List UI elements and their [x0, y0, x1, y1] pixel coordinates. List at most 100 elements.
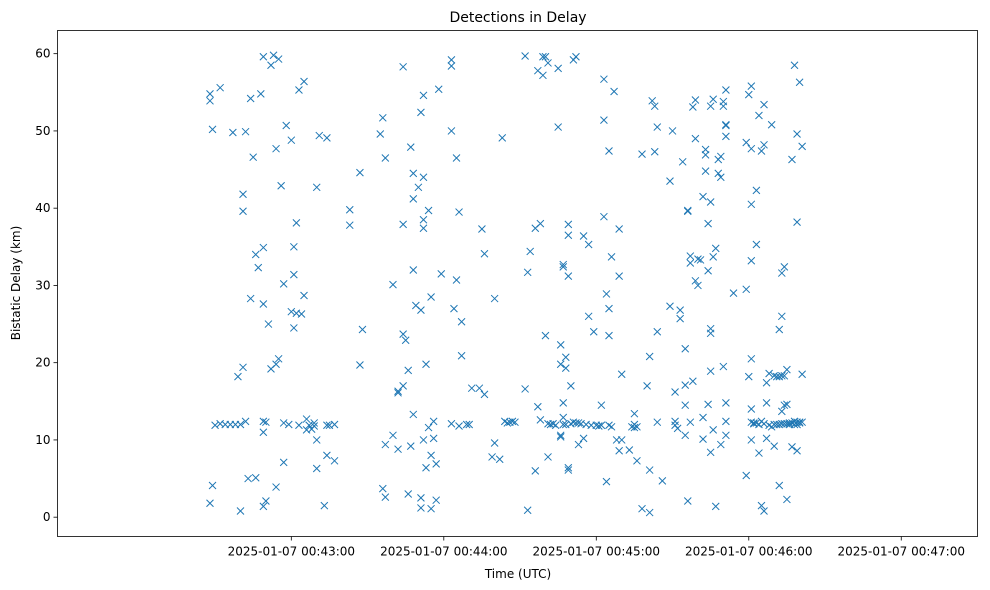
data-point	[645, 352, 654, 361]
data-point	[699, 435, 707, 444]
data-point	[414, 183, 423, 192]
data-point	[536, 415, 545, 424]
data-point	[706, 448, 715, 457]
data-point	[742, 285, 751, 294]
data-point	[345, 221, 354, 230]
data-point	[503, 419, 512, 427]
data-point	[673, 424, 682, 433]
data-point	[747, 256, 756, 265]
data-point	[450, 304, 458, 313]
data-point	[409, 410, 418, 419]
data-point	[427, 293, 435, 301]
data-point	[544, 59, 552, 67]
data-point	[409, 169, 418, 178]
data-point	[427, 451, 435, 460]
data-point	[594, 422, 603, 430]
data-point	[259, 300, 268, 308]
data-point	[455, 422, 463, 430]
data-point	[744, 372, 753, 381]
data-point	[676, 314, 685, 323]
data-point	[206, 89, 214, 98]
data-point	[256, 89, 265, 98]
data-point	[447, 62, 456, 70]
data-point	[600, 116, 608, 124]
data-point	[544, 453, 552, 461]
data-point	[709, 252, 718, 261]
data-point	[780, 401, 789, 410]
data-point	[211, 421, 219, 430]
data-point	[551, 421, 560, 430]
data-point	[780, 371, 789, 380]
data-point	[381, 440, 390, 449]
data-point	[671, 417, 679, 426]
data-point	[480, 390, 489, 399]
data-point	[312, 183, 321, 192]
data-point	[399, 382, 407, 390]
data-point	[666, 302, 674, 311]
data-point	[282, 121, 291, 130]
data-point	[678, 157, 687, 166]
data-point	[775, 481, 784, 490]
data-point	[447, 56, 456, 64]
data-point	[602, 477, 611, 486]
data-point	[358, 325, 367, 334]
data-point	[419, 436, 428, 444]
data-point	[650, 147, 659, 156]
data-point	[564, 466, 573, 474]
data-point	[686, 418, 695, 427]
plot-frame	[57, 30, 978, 537]
data-point	[605, 421, 613, 430]
data-point	[559, 263, 568, 271]
data-point	[279, 419, 288, 427]
data-point	[419, 91, 428, 100]
data-point	[239, 190, 247, 199]
data-point	[310, 422, 319, 430]
data-point	[399, 220, 407, 229]
data-point	[722, 121, 730, 130]
data-point	[653, 418, 662, 427]
data-point	[422, 463, 430, 472]
data-point	[432, 496, 441, 505]
data-point	[208, 481, 217, 490]
data-point	[689, 377, 697, 386]
data-point	[541, 331, 550, 340]
data-point	[683, 497, 692, 505]
data-point	[722, 132, 730, 141]
data-point	[300, 77, 308, 86]
data-point	[465, 420, 474, 429]
data-point	[775, 325, 784, 334]
data-point	[762, 399, 771, 407]
data-point	[666, 177, 674, 185]
data-point	[236, 507, 245, 515]
data-point	[701, 167, 710, 175]
x-tick-label: 2025-01-07 00:45:00	[533, 545, 660, 559]
data-point	[798, 370, 806, 379]
data-point	[750, 419, 758, 427]
data-point	[295, 421, 303, 430]
data-point	[683, 206, 692, 215]
data-point	[716, 173, 725, 182]
data-point	[264, 320, 273, 328]
data-point	[457, 317, 466, 326]
data-point	[747, 436, 756, 444]
y-axis-label: Bistatic Delay (km)	[9, 226, 23, 341]
data-point	[752, 186, 761, 195]
y-tick-label: 60	[35, 47, 50, 61]
data-point	[216, 83, 225, 92]
data-point	[760, 140, 768, 149]
data-point	[760, 507, 768, 515]
data-point	[714, 169, 723, 178]
data-point	[236, 420, 245, 429]
data-point	[498, 134, 507, 142]
data-point	[462, 420, 471, 429]
data-point	[633, 456, 641, 465]
data-point	[279, 280, 288, 288]
data-point	[704, 219, 712, 228]
data-point	[742, 138, 751, 147]
data-point	[287, 136, 296, 145]
data-point	[790, 61, 799, 70]
chart-title: Detections in Delay	[449, 10, 586, 26]
data-point	[206, 96, 214, 105]
data-point	[638, 150, 646, 158]
data-point	[302, 415, 311, 423]
